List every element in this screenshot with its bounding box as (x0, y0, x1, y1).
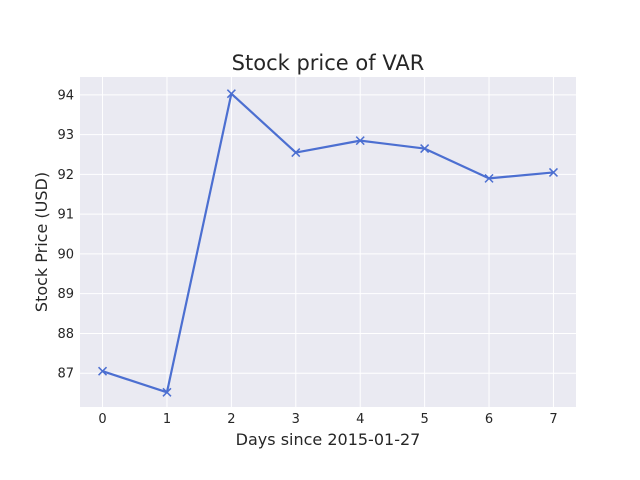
y-axis-label: Stock Price (USD) (32, 172, 51, 312)
data-point-marker (420, 144, 430, 154)
x-tick-labels: 0 1 2 3 4 5 6 7 (98, 412, 557, 427)
series-layer (98, 89, 558, 397)
data-point-marker (98, 366, 108, 376)
x-tick-label: 2 (227, 412, 235, 427)
y-tick-label: 90 (57, 247, 74, 262)
data-point-marker (548, 167, 558, 177)
data-point-marker (291, 148, 301, 158)
grid (80, 77, 576, 407)
x-tick-label: 4 (356, 412, 364, 427)
x-axis-label: Days since 2015-01-27 (236, 430, 421, 449)
x-tick-label: 3 (292, 412, 300, 427)
data-point-marker (162, 387, 172, 397)
y-tick-label: 91 (57, 208, 74, 223)
x-tick-label: 1 (163, 412, 171, 427)
x-tick-label: 0 (98, 412, 106, 427)
x-tick-label: 6 (485, 412, 493, 427)
y-tick-label: 87 (57, 367, 74, 382)
x-tick-label: 5 (420, 412, 428, 427)
chart-title: Stock price of VAR (232, 51, 425, 75)
y-tick-label: 92 (57, 168, 74, 183)
y-tick-label: 93 (57, 128, 74, 143)
y-tick-label: 88 (57, 327, 74, 342)
y-tick-label: 89 (57, 287, 74, 302)
y-tick-labels: 87 88 89 90 91 92 93 94 (57, 88, 74, 381)
series-line (101, 92, 555, 394)
plot-background (80, 77, 576, 407)
y-tick-label: 94 (57, 88, 74, 103)
data-point-marker (355, 136, 365, 146)
data-point-marker (484, 173, 494, 183)
x-tick-label: 7 (549, 412, 557, 427)
data-point-marker (226, 89, 236, 99)
